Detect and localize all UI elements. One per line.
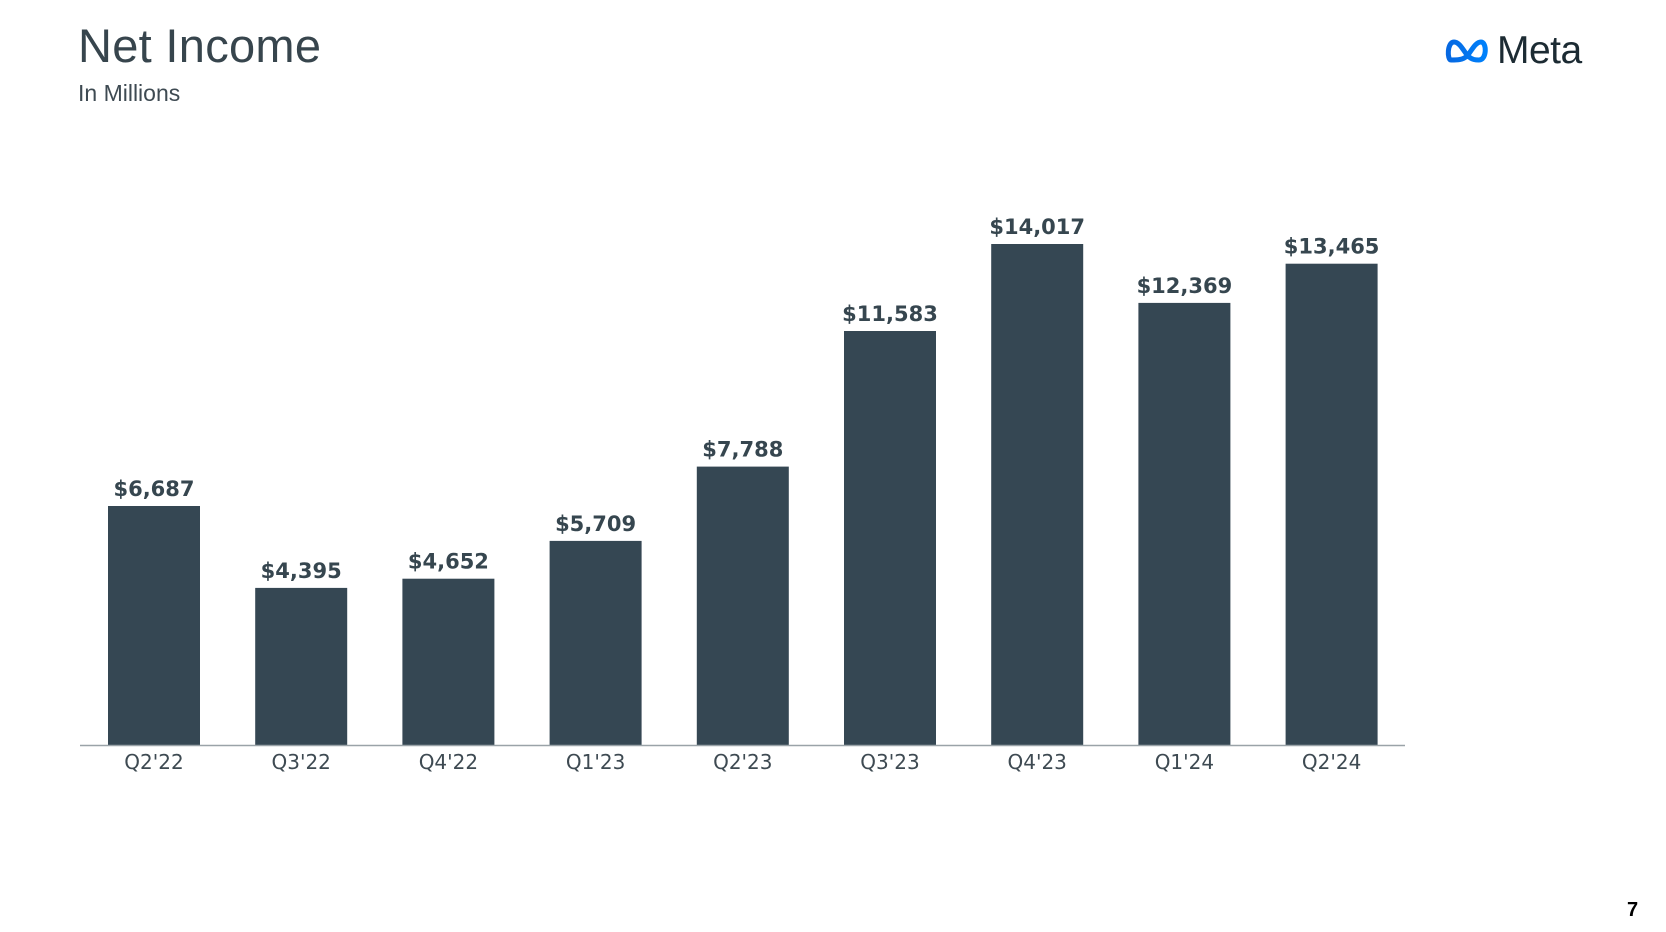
- x-tick-label: Q2'23: [713, 750, 772, 774]
- bar-value-label: $13,465: [1284, 235, 1380, 259]
- bar-value-label: $11,583: [842, 302, 938, 326]
- bar-q4-23: [991, 244, 1084, 745]
- meta-infinity-icon: [1445, 39, 1488, 63]
- meta-logo: Meta: [1445, 26, 1605, 76]
- bar-q2-23: [696, 466, 789, 745]
- bar-value-label: $14,017: [989, 215, 1085, 239]
- x-tick-label: Q1'23: [566, 750, 625, 774]
- bar-value-label: $6,687: [113, 477, 194, 501]
- x-tick-label: Q4'23: [1007, 750, 1066, 774]
- bar-value-label: $4,652: [408, 550, 489, 574]
- x-tick-label: Q1'24: [1155, 750, 1214, 774]
- x-tick-label: Q3'23: [860, 750, 919, 774]
- page-number: 7: [1627, 899, 1639, 921]
- bar-value-label: $12,369: [1137, 274, 1233, 298]
- bar-value-label: $7,788: [702, 438, 783, 462]
- page-subtitle: In Millions: [78, 80, 181, 106]
- bar-q1-23: [549, 540, 642, 745]
- bar-q2-24: [1285, 263, 1378, 745]
- bar-q2-22: [108, 506, 200, 745]
- bar-q3-22: [255, 587, 348, 745]
- x-tick-label: Q2'22: [124, 750, 183, 774]
- bar-value-label: $5,709: [555, 512, 636, 536]
- x-tick-label: Q4'22: [419, 750, 478, 774]
- meta-logo-text: Meta: [1497, 29, 1582, 72]
- bar-q4-22: [402, 578, 495, 745]
- x-tick-label: Q3'22: [271, 750, 330, 774]
- page-title: Net Income: [78, 19, 322, 72]
- bar-q3-23: [844, 331, 936, 745]
- x-tick-label: Q2'24: [1302, 750, 1361, 774]
- bar-value-label: $4,395: [261, 559, 342, 583]
- bar-q1-24: [1138, 302, 1231, 745]
